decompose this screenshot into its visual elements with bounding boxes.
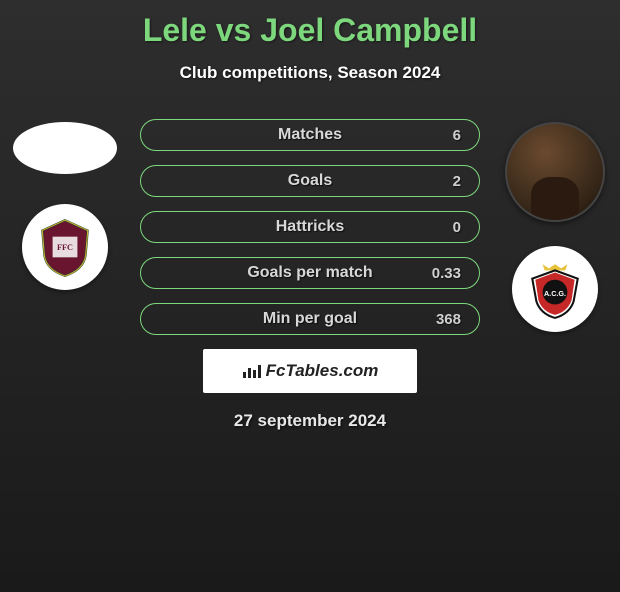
stat-row: Goals per match0.33 [140,257,480,289]
stat-label: Min per goal [209,310,411,328]
left-player-photo-placeholder [13,122,117,174]
stat-right-value: 0.33 [411,265,461,282]
svg-text:A.C.G.: A.C.G. [544,289,566,298]
stat-label: Goals per match [209,264,411,282]
subtitle: Club competitions, Season 2024 [0,63,620,83]
left-club-badge: FFC [22,204,108,290]
fluminense-crest-icon: FFC [34,216,96,278]
bar-chart-icon [242,363,262,379]
stat-label: Hattricks [209,218,411,236]
right-player-column: A.C.G. [500,122,610,332]
stat-label: Matches [209,126,411,144]
branding-box[interactable]: FcTables.com [203,349,417,393]
stat-right-value: 6 [411,127,461,144]
left-player-column: FFC [10,122,120,290]
right-club-badge: A.C.G. [512,246,598,332]
stat-right-value: 0 [411,219,461,236]
stat-row: Min per goal368 [140,303,480,335]
svg-text:FFC: FFC [57,243,73,252]
page-title: Lele vs Joel Campbell [0,12,620,49]
stat-row: Matches6 [140,119,480,151]
stat-row: Goals2 [140,165,480,197]
atletico-go-crest-icon: A.C.G. [524,258,586,320]
stat-right-value: 2 [411,173,461,190]
stat-row: Hattricks0 [140,211,480,243]
branding-text: FcTables.com [266,361,379,381]
right-player-photo [505,122,605,222]
stat-right-value: 368 [411,311,461,328]
date-text: 27 september 2024 [0,411,620,431]
stats-table: Matches6Goals2Hattricks0Goals per match0… [140,119,480,335]
stat-label: Goals [209,172,411,190]
